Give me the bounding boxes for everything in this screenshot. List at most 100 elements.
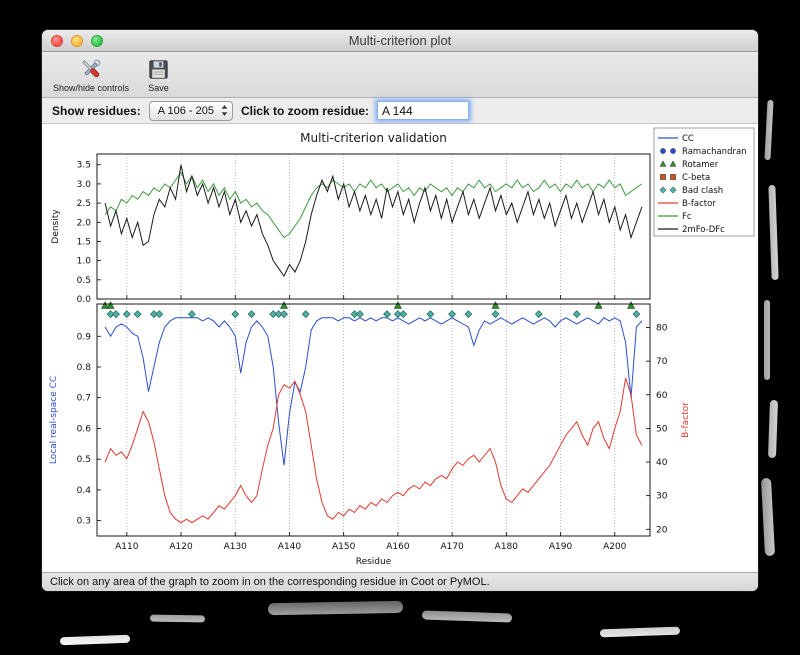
toolbar: Show/hide controls Save [42,52,758,98]
marker-bad-clash [133,310,142,319]
x-tick-label: A140 [278,542,302,552]
crossed-tools-icon [78,55,104,83]
series-B-factor [104,377,643,524]
density-axis-label: Density [51,209,61,244]
legend-label: Bad clash [682,186,723,196]
screen-artifact [760,477,776,557]
bfactor-axis-label: B-factor [681,402,691,438]
svg-text:60: 60 [656,391,668,401]
screen-artifact [768,184,779,281]
marker-bad-clash [231,310,240,319]
marker-rotamer [393,301,402,309]
x-tick-label: A200 [603,542,627,552]
marker-bad-clash [383,310,392,319]
legend-label: 2mFo-DFc [682,225,725,235]
svg-text:80: 80 [656,324,668,334]
x-tick-label: A120 [169,542,193,552]
legend-marker-C-beta [660,174,666,180]
svg-text:1.5: 1.5 [77,237,91,247]
show-hide-controls-label: Show/hide controls [53,83,130,93]
show-hide-controls-button[interactable]: Show/hide controls [50,54,132,94]
svg-text:0.9: 0.9 [77,332,92,342]
svg-text:0.5: 0.5 [77,276,91,286]
marker-bad-clash [301,310,310,319]
svg-text:3.5: 3.5 [77,161,91,171]
svg-text:0.5: 0.5 [77,455,91,465]
marker-rotamer [279,301,289,309]
legend-marker-C-beta [670,174,676,180]
marker-bad-clash [464,310,473,319]
series-2mFo-DFc [104,164,643,277]
svg-text:3.0: 3.0 [77,180,92,190]
legend-marker-Ramachandran [660,148,666,154]
legend-label: Rotamer [682,160,719,170]
plot-area[interactable]: Multi-criterion validation 0.0 0.5 1.0 1.5 2.… [42,124,758,572]
marker-bad-clash [491,310,500,319]
bottom-axes-frame [96,303,651,537]
show-residues-select[interactable]: A 106 - 205 [148,100,233,121]
svg-text:2.5: 2.5 [77,199,91,209]
marker-bad-clash [426,310,435,319]
marker-bad-clash [122,310,131,319]
traffic-lights [51,35,103,47]
stepper-arrows-icon [221,104,228,117]
marker-bad-clash [350,310,359,319]
app-window: Multi-criterion plot Show/hide controls [42,30,758,591]
x-tick-label: A180 [495,542,519,552]
legend-label: CC [682,134,694,144]
legend-marker-Ramachandran [670,148,676,154]
x-tick-label: A160 [386,542,410,552]
close-button[interactable] [51,35,63,47]
marker-bad-clash [632,310,641,319]
svg-text:0.4: 0.4 [77,486,92,496]
zoom-window-button[interactable] [91,35,103,47]
legend-marker-Rotamer [659,160,667,167]
marker-bad-clash [106,310,115,319]
screen-artifact [764,300,770,380]
status-bar: Click on any area of the graph to zoom i… [42,572,758,591]
marker-bad-clash [355,310,364,319]
marker-bad-clash [448,310,457,319]
chart-title: Multi-criterion validation [300,131,447,145]
marker-rotamer [491,301,500,309]
legend-marker-Bad clash [659,186,667,194]
marker-bad-clash [112,310,120,319]
marker-rotamer [101,301,110,309]
save-button[interactable]: Save [144,54,173,94]
svg-text:50: 50 [656,424,668,434]
title-bar[interactable]: Multi-criterion plot [42,30,758,52]
svg-text:20: 20 [656,525,668,535]
screen-artifact [149,614,206,623]
window-title: Multi-criterion plot [348,33,452,48]
chart-legend [653,127,755,237]
show-residues-label: Show residues: [52,103,141,118]
svg-text:0.7: 0.7 [77,394,91,404]
marker-bad-clash [274,310,283,319]
x-tick-label: A130 [224,542,248,552]
screen-artifact [59,634,131,646]
screen-artifact [599,626,681,638]
screen-artifact [267,600,404,616]
marker-bad-clash [399,310,408,319]
svg-text:0.6: 0.6 [77,424,92,434]
marker-bad-clash [269,310,278,319]
legend-label: B-factor [682,199,716,209]
screen-artifact [767,399,779,459]
zoom-residue-input[interactable] [377,101,469,120]
marker-rotamer [626,301,636,309]
legend-label: Fc [682,212,692,222]
save-label: Save [148,83,169,93]
svg-text:2.0: 2.0 [77,218,92,228]
svg-text:0.8: 0.8 [77,363,92,373]
marker-bad-clash [149,310,158,319]
series-Fc [104,171,643,239]
zoom-residue-label: Click to zoom residue: [240,103,369,118]
marker-bad-clash [155,310,164,319]
minimize-button[interactable] [71,35,83,47]
multi-criterion-chart[interactable]: Multi-criterion validation 0.0 0.5 1.0 1.5 2.… [42,124,758,572]
marker-bad-clash [280,310,289,319]
legend-label: C-beta [682,173,710,183]
screen-artifact [764,99,774,161]
x-axis-label: Residue [356,557,392,567]
marker-bad-clash [393,310,402,319]
